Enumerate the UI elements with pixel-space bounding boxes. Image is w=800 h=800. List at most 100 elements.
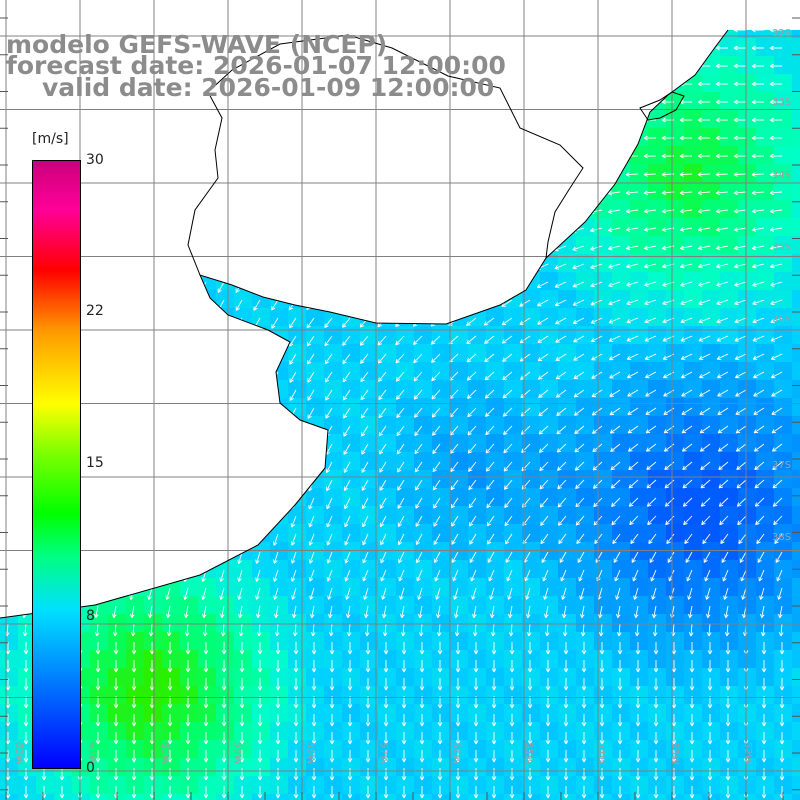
speed-cell <box>144 398 163 417</box>
speed-cell <box>432 434 451 453</box>
speed-cell <box>666 110 685 129</box>
speed-cell <box>576 434 595 453</box>
wind-arrow <box>607 172 621 178</box>
speed-cell <box>0 470 19 489</box>
speed-cell <box>720 722 739 741</box>
speed-cell <box>738 758 757 777</box>
speed-cell <box>594 308 613 327</box>
speed-cell <box>792 470 800 489</box>
wind-arrow <box>234 209 243 221</box>
wind-arrow <box>21 533 27 546</box>
speed-cell <box>108 506 127 525</box>
speed-cell <box>576 560 595 579</box>
speed-cell <box>612 218 631 237</box>
speed-cell <box>18 110 37 129</box>
speed-cell <box>720 380 739 399</box>
wind-arrow <box>482 209 495 216</box>
speed-cell <box>630 470 649 489</box>
wind-arrow <box>305 245 315 256</box>
speed-cell <box>270 776 289 795</box>
speed-cell <box>774 254 793 273</box>
latitude-label: 35S <box>772 242 791 253</box>
wind-arrow <box>465 227 477 235</box>
speed-cell <box>234 236 253 255</box>
wind-arrow <box>625 245 639 251</box>
speed-cell <box>756 182 775 201</box>
speed-cell <box>756 110 775 129</box>
speed-cell <box>36 776 55 795</box>
speed-cell <box>468 452 487 471</box>
wind-arrow <box>252 245 261 257</box>
speed-cell <box>360 506 379 525</box>
wind-arrow <box>2 353 9 366</box>
speed-cell <box>360 740 379 759</box>
colorbar-tick-0: 0 <box>86 760 95 776</box>
wind-arrow <box>679 172 693 177</box>
wind-arrow <box>127 227 135 239</box>
speed-cell <box>360 434 379 453</box>
speed-cell <box>198 686 217 705</box>
speed-cell <box>270 110 289 129</box>
speed-cell <box>270 542 289 561</box>
speed-cell <box>396 776 415 795</box>
speed-cell <box>558 596 577 615</box>
wind-arrow <box>20 371 27 384</box>
speed-cell <box>576 254 595 273</box>
speed-cell <box>108 164 127 183</box>
speed-cell <box>594 704 613 723</box>
speed-cell <box>126 632 145 651</box>
speed-cell <box>756 236 775 255</box>
speed-cell <box>450 488 469 507</box>
speed-cell <box>216 362 235 381</box>
wind-arrow <box>518 245 531 252</box>
speed-cell <box>198 542 217 561</box>
speed-cell <box>468 650 487 669</box>
speed-cell <box>252 326 271 345</box>
speed-cell <box>702 704 721 723</box>
speed-cell <box>522 650 541 669</box>
wind-arrow <box>500 83 513 89</box>
speed-cell <box>774 200 793 219</box>
wind-arrow <box>304 155 315 165</box>
wind-arrow <box>269 119 279 130</box>
speed-cell <box>252 560 271 579</box>
speed-cell <box>450 632 469 651</box>
wind-arrow <box>590 263 603 269</box>
wind-arrow <box>376 263 387 273</box>
wind-arrow <box>752 263 765 269</box>
speed-cell <box>54 794 73 800</box>
speed-cell <box>306 686 325 705</box>
wind-arrow <box>428 101 441 109</box>
speed-cell <box>630 668 649 687</box>
speed-cell <box>684 362 703 381</box>
speed-cell <box>288 614 307 633</box>
wind-arrow <box>109 209 117 221</box>
speed-cell <box>180 182 199 201</box>
speed-cell <box>198 596 217 615</box>
wind-arrow <box>393 119 405 127</box>
speed-cell <box>234 452 253 471</box>
speed-cell <box>252 452 271 471</box>
longitude-label: 62W <box>13 742 24 765</box>
speed-cell <box>684 218 703 237</box>
speed-cell <box>648 668 667 687</box>
wind-arrow <box>0 101 9 113</box>
speed-cell <box>738 596 757 615</box>
speed-cell <box>648 488 667 507</box>
speed-cell <box>342 794 361 800</box>
speed-cell <box>162 506 181 525</box>
speed-cell <box>540 506 559 525</box>
speed-cell <box>756 272 775 291</box>
speed-cell <box>504 308 523 327</box>
speed-cell <box>648 56 667 75</box>
wind-arrow <box>769 81 782 87</box>
speed-cell <box>378 452 397 471</box>
speed-cell <box>612 344 631 363</box>
wind-arrow <box>501 281 513 289</box>
speed-cell <box>306 164 325 183</box>
speed-cell <box>702 164 721 183</box>
speed-cell <box>576 776 595 795</box>
speed-cell <box>612 92 631 111</box>
wind-arrow <box>697 227 711 232</box>
speed-cell <box>72 794 91 800</box>
